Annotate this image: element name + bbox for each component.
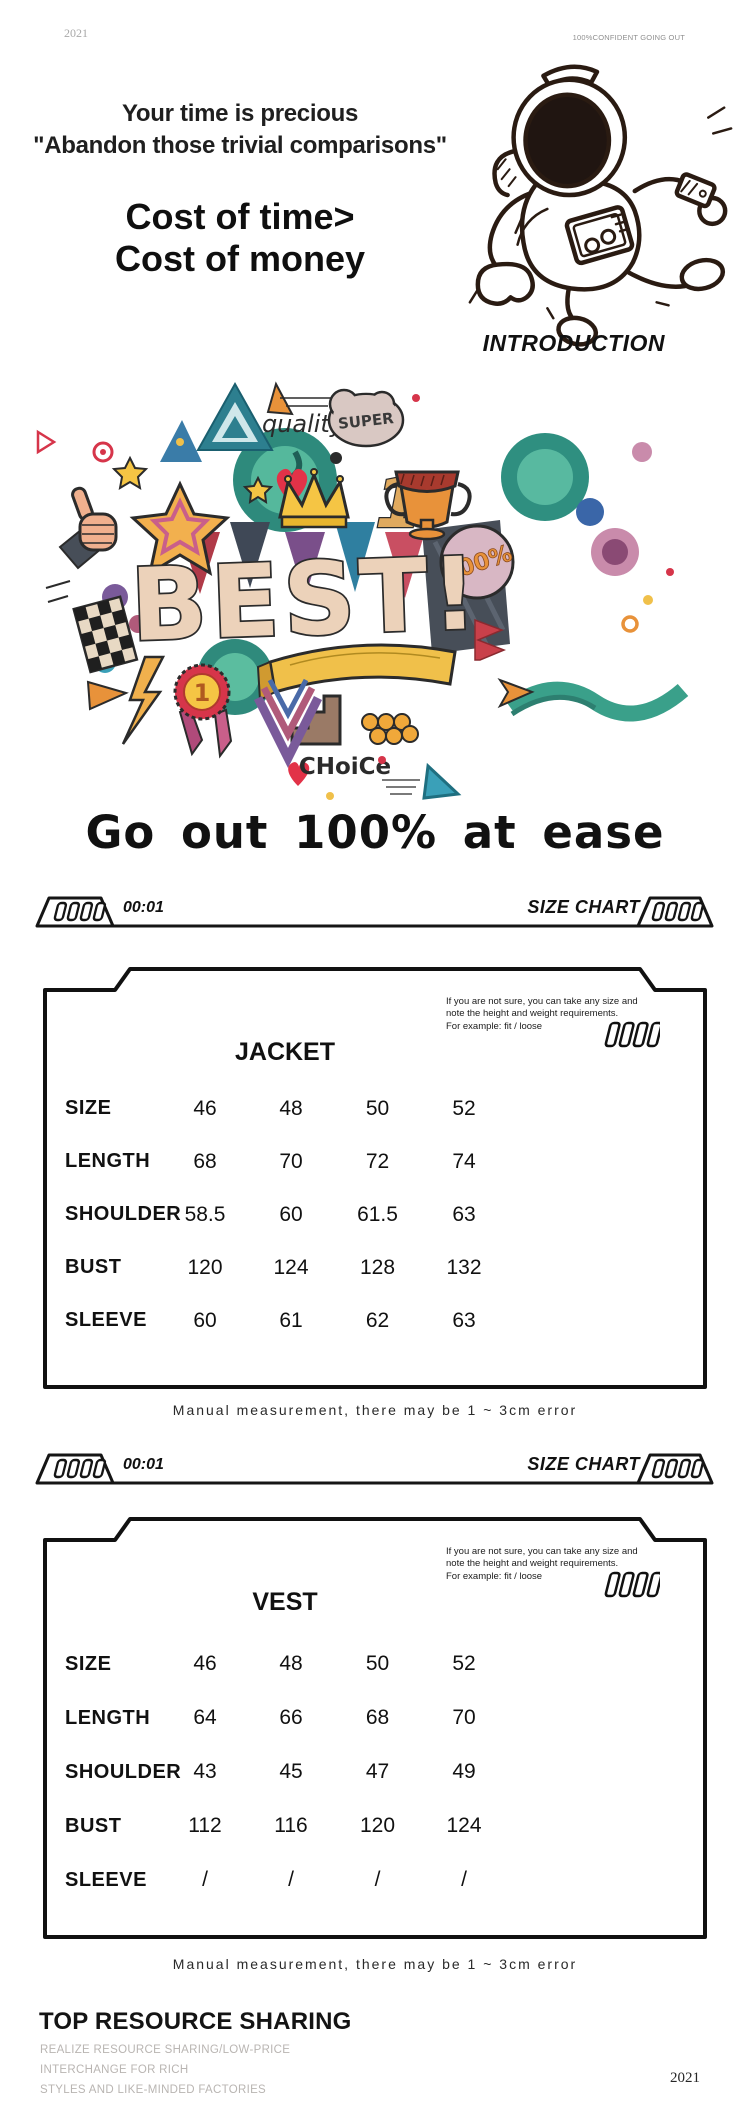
vest-table-border xyxy=(43,1517,707,1939)
year-top-label: 2021 xyxy=(64,26,88,40)
row-label: BUST xyxy=(65,1256,122,1278)
size-value: 124 xyxy=(446,1814,482,1837)
size-note: If you are not sure, you can take any si… xyxy=(446,1546,706,1583)
introduction-label: INTRODUCTION xyxy=(482,330,665,356)
row-label: BUST xyxy=(65,1815,122,1837)
size-value: / xyxy=(374,1868,381,1891)
size-value: 74 xyxy=(452,1150,476,1173)
hero-cost-line-2: Cost of money xyxy=(114,238,365,279)
year-bottom-label: 2021 xyxy=(670,2070,700,2086)
size-value: 132 xyxy=(446,1256,482,1279)
doodle-best-text: BEST! xyxy=(129,535,483,664)
timestamp-label: 00:01 xyxy=(123,899,164,916)
timestamp-label: 00:01 xyxy=(123,1456,164,1473)
table-title-vest: VEST xyxy=(252,1588,318,1616)
tagline-top-label: 100%CONFIDENT GOING OUT xyxy=(572,33,685,42)
size-note: If you are not sure, you can take any si… xyxy=(446,996,706,1033)
astronaut-illustration xyxy=(468,64,733,347)
size-value: 120 xyxy=(359,1814,396,1837)
footer-title: TOP RESOURCE SHARING xyxy=(39,2008,352,2035)
size-value: 52 xyxy=(452,1097,476,1120)
size-value: 124 xyxy=(273,1256,309,1279)
size-value: 68 xyxy=(365,1706,390,1729)
size-value: 63 xyxy=(452,1309,476,1332)
row-label: SLEEVE xyxy=(65,1869,147,1891)
doodle-choice-text: CHoiCe xyxy=(299,754,391,780)
size-value: 120 xyxy=(187,1256,223,1279)
size-value: 72 xyxy=(365,1150,390,1173)
hatch-marks-icon xyxy=(604,1021,660,1048)
size-value: 70 xyxy=(279,1150,303,1173)
size-note-line: For example: fit / loose xyxy=(446,1570,543,1582)
slogan-text: Go out 100% at ease xyxy=(85,806,665,859)
size-value: 66 xyxy=(279,1706,303,1729)
hero-line-2: "Abandon those trivial comparisons" xyxy=(33,132,447,159)
jacket-table-border xyxy=(43,967,707,1389)
size-value: 61 xyxy=(279,1309,303,1332)
size-value: 43 xyxy=(193,1760,217,1783)
row-label: SLEEVE xyxy=(65,1309,147,1331)
doodle-medal-number: 1 xyxy=(194,679,211,707)
size-value: / xyxy=(461,1868,467,1891)
best-choice-doodle-illustration: quality SUPER 1 100% BES xyxy=(36,381,689,800)
size-value: 112 xyxy=(188,1814,222,1837)
size-value: 46 xyxy=(193,1652,217,1675)
size-value: 64 xyxy=(193,1706,217,1729)
doodle-super-text: SUPER xyxy=(337,409,395,433)
hatch-marks-icon xyxy=(604,1571,660,1598)
size-note-line: If you are not sure, you can take any si… xyxy=(446,1546,638,1557)
row-label: SHOULDER xyxy=(65,1203,182,1225)
vest-size-table: SIZE 46 48 50 52 LENGTH 64 66 68 70 SHOU… xyxy=(45,1637,705,1907)
row-label: SHOULDER xyxy=(65,1761,182,1783)
size-value: 128 xyxy=(359,1256,396,1279)
hatch-marks-icon xyxy=(53,1458,107,1479)
size-value: 45 xyxy=(279,1760,303,1783)
row-label: SIZE xyxy=(65,1653,112,1675)
footer-subtitle-line: STYLES AND LIKE-MINDED FACTORIES xyxy=(40,2084,267,2096)
hero-line-1: Your time is precious xyxy=(122,100,358,127)
row-label: SIZE xyxy=(65,1097,112,1119)
table-title-jacket: JACKET xyxy=(234,1038,335,1066)
size-value: 48 xyxy=(279,1652,303,1675)
size-value: 62 xyxy=(365,1309,390,1332)
size-note-line: If you are not sure, you can take any si… xyxy=(446,996,638,1007)
size-value: 50 xyxy=(365,1097,390,1120)
jacket-size-table: SIZE 46 48 50 52 LENGTH 68 70 72 74 SHOU… xyxy=(45,1082,705,1347)
size-value: 116 xyxy=(274,1814,308,1837)
row-label: LENGTH xyxy=(65,1707,151,1729)
size-chart-header-bar xyxy=(35,896,714,928)
hatch-marks-icon xyxy=(53,901,107,922)
measurement-footnote: Manual measurement, there may be 1 ~ 3cm… xyxy=(172,1402,578,1418)
size-note-line: For example: fit / loose xyxy=(446,1020,543,1032)
footer-subtitle-line: REALIZE RESOURCE SHARING/LOW-PRICE INTER… xyxy=(40,2044,291,2076)
size-value: 46 xyxy=(193,1097,217,1120)
size-value: 49 xyxy=(452,1760,476,1783)
hero-cost-line-1: Cost of time> xyxy=(125,196,355,237)
size-chart-header-bar xyxy=(35,1453,714,1485)
size-chart-title: SIZE CHART xyxy=(527,1454,640,1474)
size-note-line: note the height and weight requirements. xyxy=(446,1008,619,1020)
row-label: LENGTH xyxy=(65,1150,151,1172)
size-note-line: note the height and weight requirements. xyxy=(446,1558,619,1570)
hatch-marks-icon xyxy=(651,1458,705,1479)
hatch-marks-icon xyxy=(651,901,705,922)
size-value: 68 xyxy=(193,1150,217,1173)
size-value: 58.5 xyxy=(184,1203,226,1226)
size-value: / xyxy=(202,1868,208,1891)
size-value: 63 xyxy=(452,1203,476,1226)
size-value: 70 xyxy=(452,1706,476,1729)
size-value: 48 xyxy=(279,1097,303,1120)
size-value: 60 xyxy=(279,1203,303,1226)
size-value: 60 xyxy=(193,1309,217,1332)
size-value: / xyxy=(288,1868,294,1891)
size-chart-title: SIZE CHART xyxy=(527,897,640,917)
size-value: 52 xyxy=(452,1652,476,1675)
size-value: 61.5 xyxy=(357,1203,398,1226)
size-value: 47 xyxy=(365,1760,390,1783)
measurement-footnote: Manual measurement, there may be 1 ~ 3cm… xyxy=(172,1956,578,1972)
size-value: 50 xyxy=(365,1652,390,1675)
